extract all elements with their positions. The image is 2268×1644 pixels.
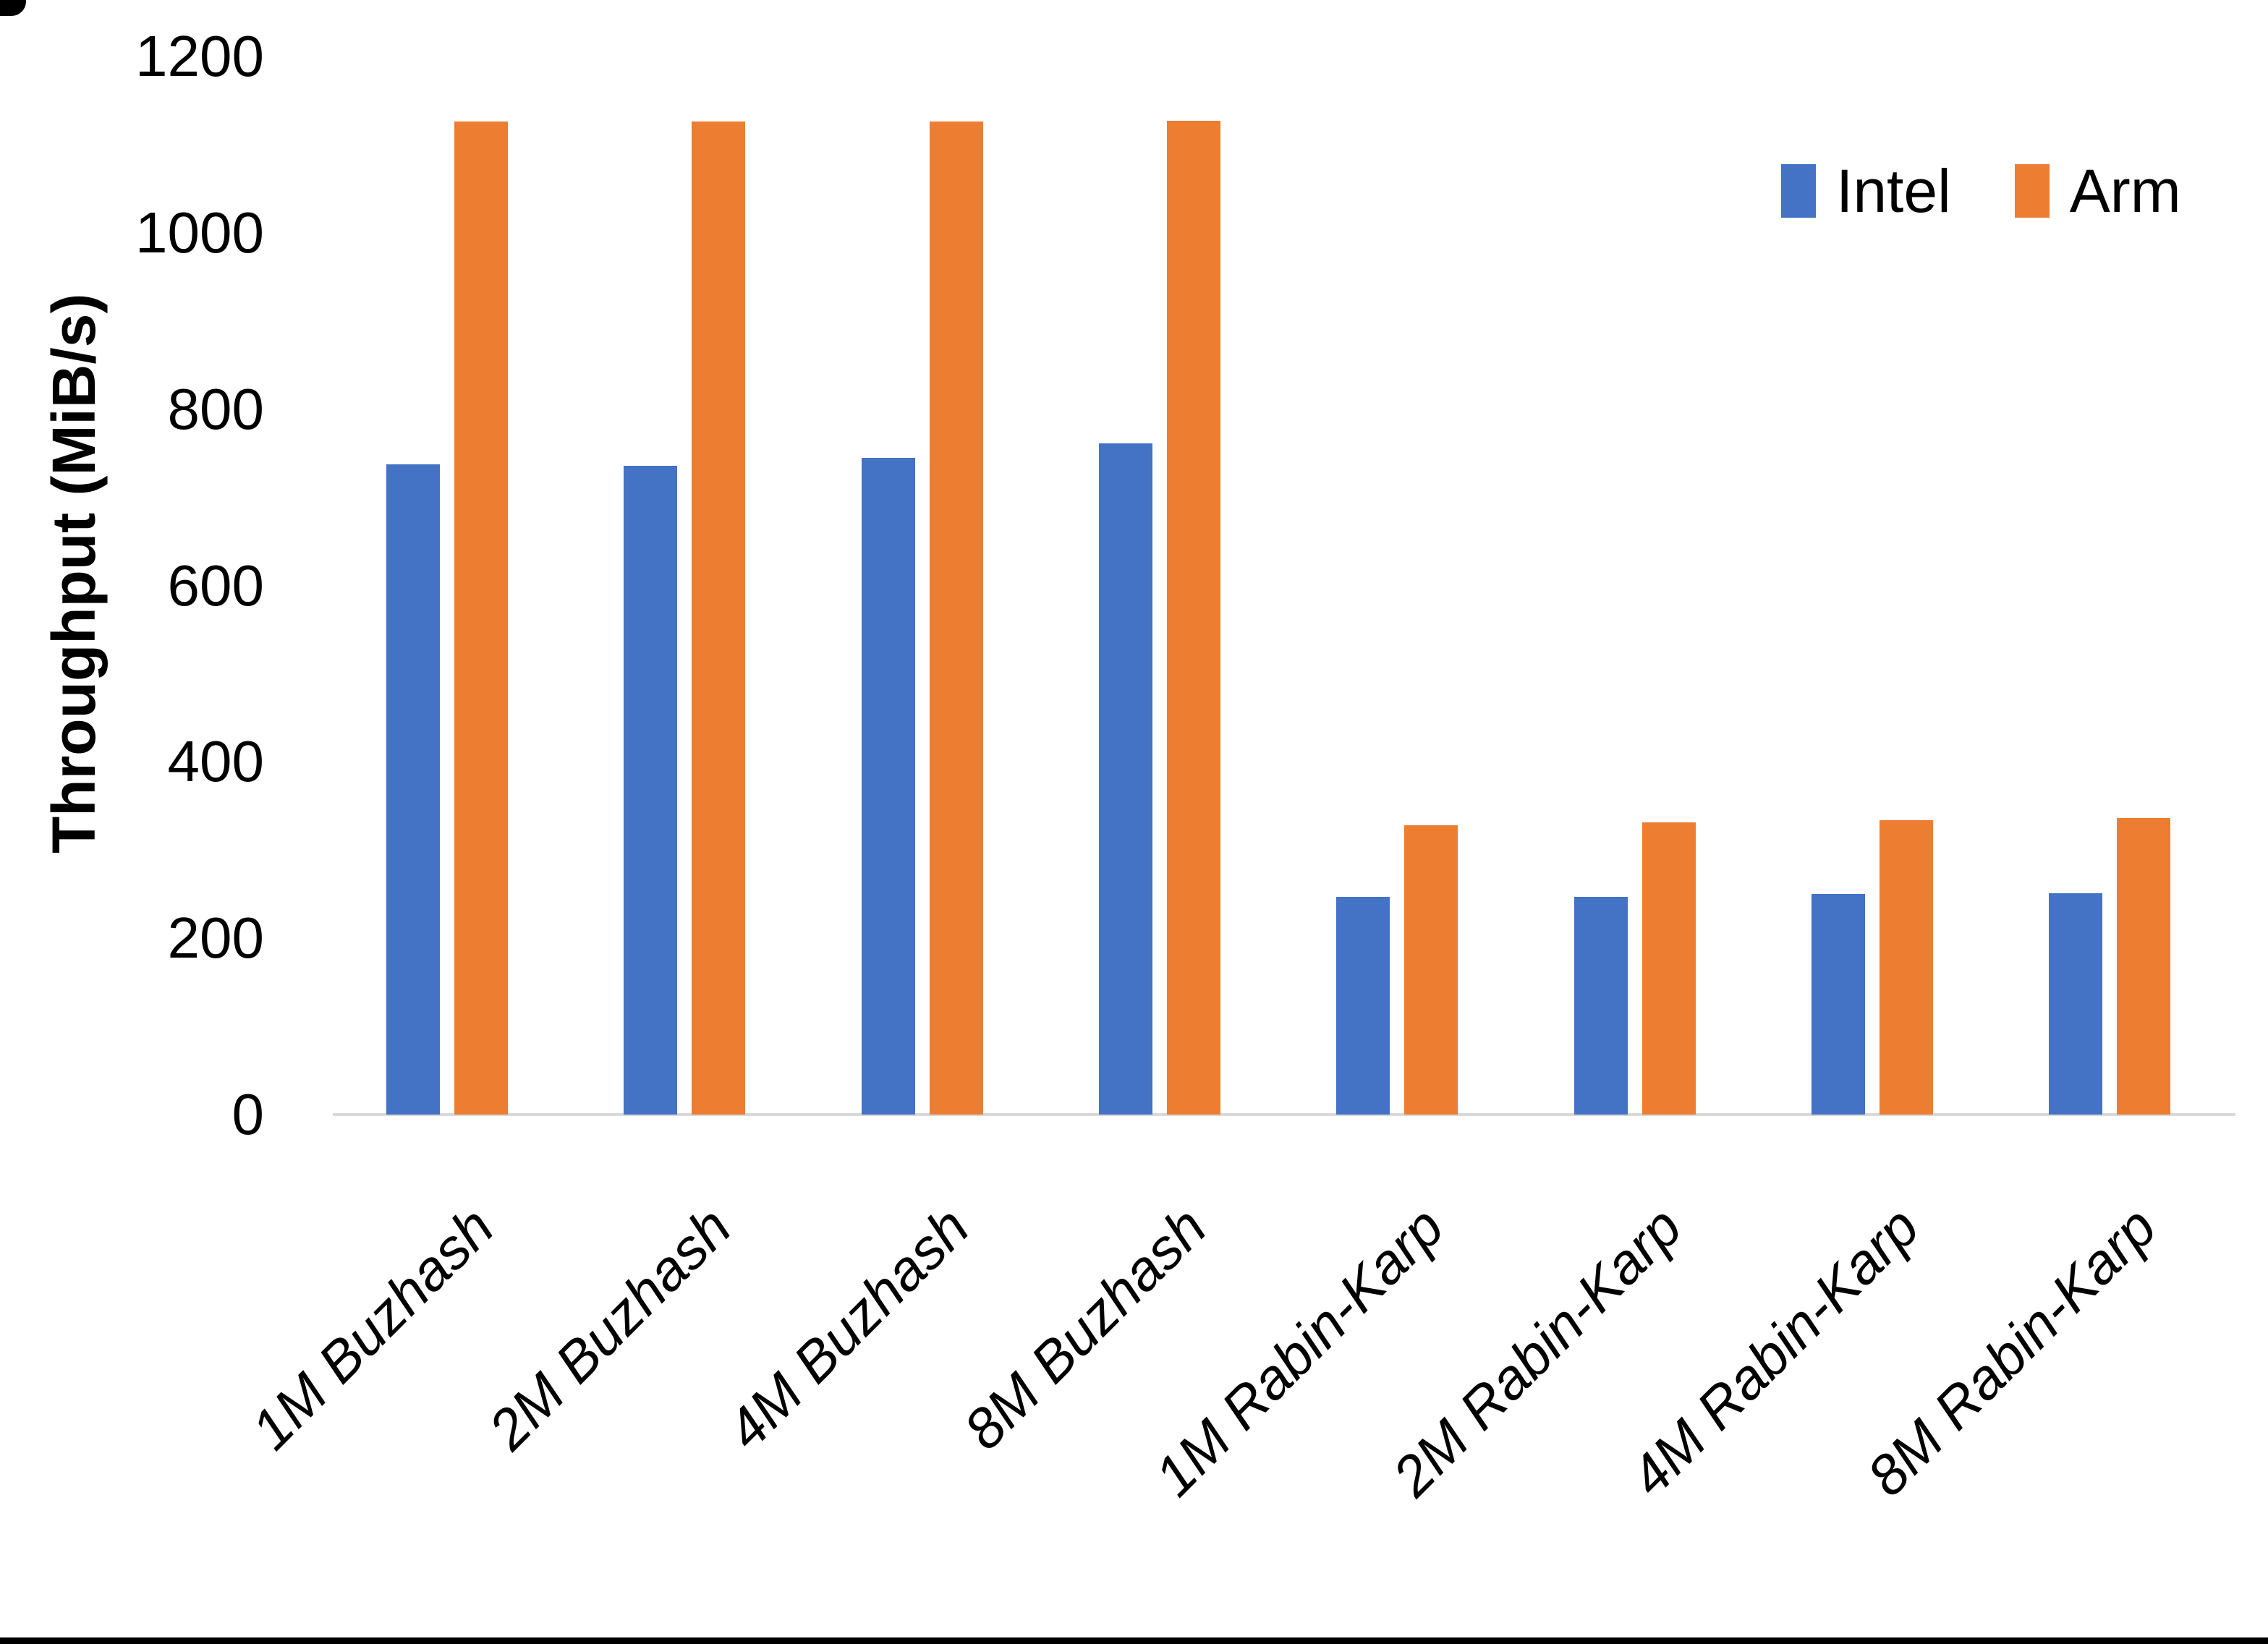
y-tick-label: 0 (232, 1082, 265, 1146)
legend-item-arm: Arm (2014, 157, 2181, 225)
legend-item-intel: Intel (1781, 158, 1951, 224)
bar-intel-1m-buzhash (386, 464, 440, 1115)
legend: Intel Arm (1781, 158, 2181, 224)
page-border-corner-fragment (0, 0, 26, 16)
bar-arm-1m-rabin-karp (1404, 825, 1458, 1115)
bar-arm-8m-rabin-karp (2117, 818, 2171, 1115)
bar-intel-4m-buzhash (861, 457, 915, 1115)
bar-intel-2m-buzhash (624, 465, 678, 1115)
bar-arm-4m-rabin-karp (1879, 819, 1933, 1115)
y-tick-label: 800 (167, 376, 264, 441)
legend-label-arm: Arm (2069, 157, 2181, 225)
bar-arm-2m-rabin-karp (1641, 822, 1696, 1115)
y-tick-label: 400 (167, 729, 264, 794)
y-tick-label: 200 (167, 906, 264, 971)
intel-series-swatch (1781, 164, 1816, 218)
bar-intel-1m-rabin-karp (1336, 896, 1390, 1115)
bar-arm-8m-buzhash (1166, 120, 1220, 1115)
y-tick-label: 1200 (135, 24, 264, 88)
y-tick-label: 600 (167, 553, 264, 618)
bar-arm-4m-buzhash (929, 122, 983, 1115)
bar-arm-1m-buzhash (454, 122, 508, 1115)
page-border-bottom-line (0, 1637, 2268, 1644)
bar-intel-2m-rabin-karp (1573, 896, 1628, 1115)
bar-intel-8m-buzhash (1098, 443, 1152, 1115)
y-tick-label: 1000 (135, 200, 264, 265)
legend-label-intel: Intel (1836, 157, 1951, 225)
arm-series-swatch (2014, 164, 2050, 218)
bar-arm-2m-buzhash (692, 122, 746, 1115)
bar-intel-8m-rabin-karp (2049, 893, 2103, 1115)
bar-intel-4m-rabin-karp (1811, 894, 1865, 1115)
x-axis-line (333, 1113, 2235, 1116)
